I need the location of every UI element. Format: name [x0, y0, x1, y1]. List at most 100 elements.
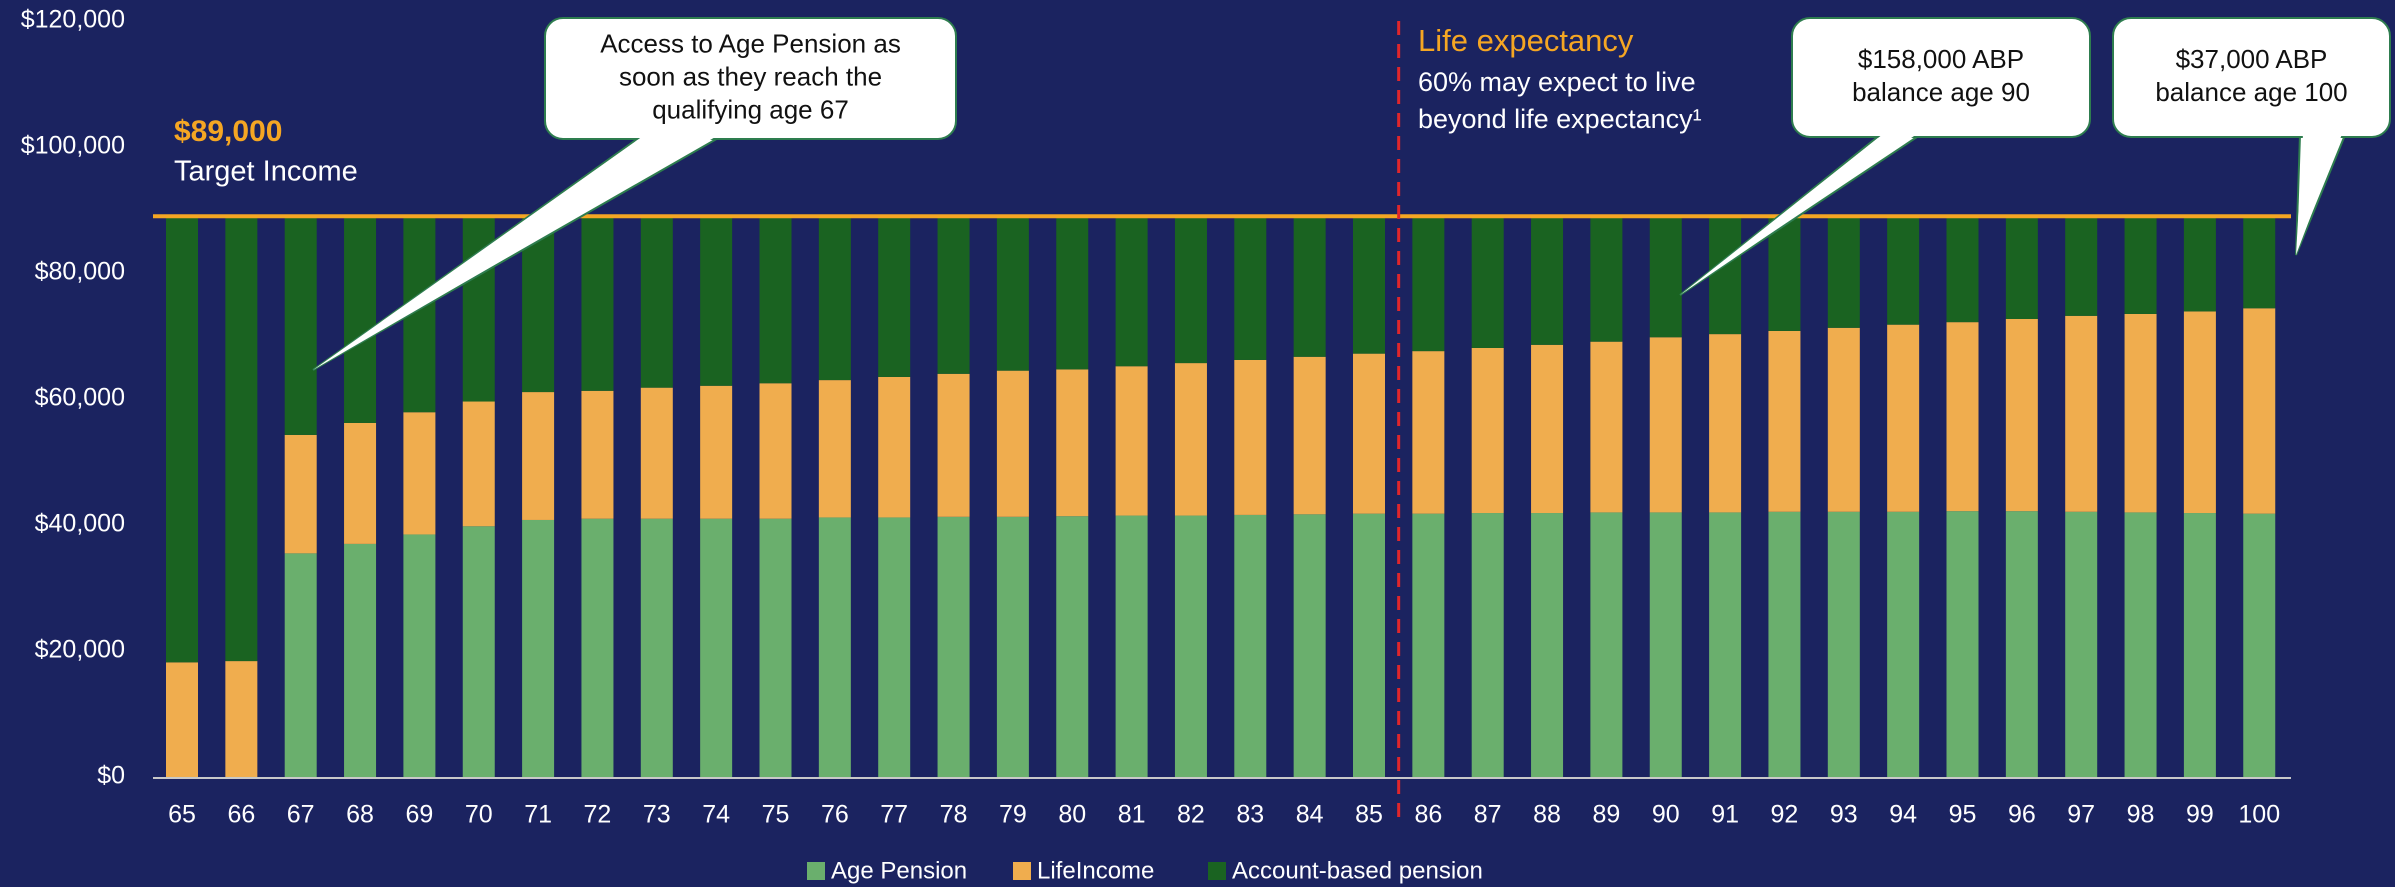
callout-box	[1791, 17, 2091, 138]
x-tick-label: 97	[2067, 801, 2095, 829]
bar-segment	[2183, 216, 2216, 312]
x-tick-label: 78	[940, 801, 968, 829]
bar-segment	[344, 216, 377, 423]
bar-segment	[403, 412, 436, 535]
x-tick-label: 90	[1652, 801, 1680, 829]
bar-segment	[2243, 216, 2276, 309]
bar-segment	[225, 661, 258, 777]
bar-segment	[225, 216, 258, 662]
x-tick-label: 88	[1533, 801, 1561, 829]
bar-segment	[1946, 216, 1979, 323]
bar-segment	[1709, 334, 1742, 513]
bar-segment	[996, 216, 1029, 371]
bar-segment	[1174, 515, 1207, 777]
x-tick-label: 92	[1771, 801, 1799, 829]
y-tick-label: $60,000	[35, 384, 125, 412]
bar-segment	[759, 216, 792, 384]
bar-segment	[284, 553, 317, 777]
callout-text: Access to Age Pension as	[600, 28, 901, 58]
x-tick-label: 77	[880, 801, 908, 829]
bar-segment	[522, 519, 555, 777]
x-tick-label: 94	[1889, 801, 1917, 829]
x-tick-label: 70	[465, 801, 493, 829]
bar-segment	[344, 543, 377, 777]
legend-swatch	[1013, 862, 1031, 880]
target-value: $89,000	[174, 115, 282, 148]
x-tick-label: 66	[227, 801, 255, 829]
bar-segment	[1412, 216, 1445, 352]
bar-segment	[1649, 216, 1682, 338]
x-tick-label: 65	[168, 801, 196, 829]
bar-segment	[1353, 216, 1385, 354]
bar-segment	[344, 422, 377, 544]
callout-pointer-cover	[2296, 134, 2342, 255]
bar-segment	[1649, 512, 1682, 777]
x-tick-label: 95	[1949, 801, 1977, 829]
bar-segment	[1946, 511, 1979, 777]
bar-segment	[2065, 315, 2098, 512]
callout-text: balance age 100	[2155, 77, 2347, 107]
callout-text: $158,000 ABP	[1858, 44, 2024, 74]
bar-segment	[1531, 344, 1564, 514]
x-tick-label: 93	[1830, 801, 1858, 829]
bar-segment	[700, 385, 733, 519]
y-tick-label: $120,000	[21, 6, 125, 34]
life-expectancy-text: beyond life expectancy¹	[1418, 104, 1702, 134]
bar-segment	[1649, 337, 1682, 513]
bar-segment	[1709, 216, 1742, 335]
bar-segment	[878, 376, 911, 518]
bar-segment	[937, 373, 970, 517]
bar-segment	[166, 216, 198, 663]
bar-segment	[640, 216, 673, 388]
bar-segment	[1471, 513, 1504, 777]
x-tick-label: 76	[821, 801, 849, 829]
bar-segment	[1234, 359, 1267, 515]
x-tick-label: 68	[346, 801, 374, 829]
x-tick-label: 100	[2238, 801, 2280, 829]
bar-segment	[1531, 216, 1564, 345]
bar-segment	[2183, 311, 2216, 514]
bar-segment	[2243, 513, 2276, 777]
bar-segment	[1709, 512, 1742, 777]
bar-segment	[1115, 515, 1148, 777]
bar-segment	[462, 526, 495, 777]
x-tick-label: 87	[1474, 801, 1502, 829]
x-tick-label: 80	[1058, 801, 1086, 829]
bar-segment	[581, 390, 614, 519]
bar-segment	[818, 517, 851, 777]
callout-text: balance age 90	[1852, 77, 2030, 107]
bar-segment	[1531, 513, 1564, 777]
bar-segment	[1353, 513, 1385, 777]
bar-segment	[1234, 216, 1267, 360]
bar-segment	[2124, 313, 2157, 513]
bar-segment	[1056, 216, 1089, 370]
bar-segment	[1768, 330, 1801, 512]
bar-segment	[581, 518, 614, 777]
bar-segment	[640, 518, 673, 777]
life-expectancy-title: Life expectancy	[1418, 23, 1634, 58]
callout-box	[2112, 17, 2391, 138]
bar-segment	[1590, 512, 1623, 777]
bar-segment	[2005, 511, 2038, 777]
bar-segment	[1768, 511, 1801, 777]
x-tick-label: 91	[1711, 801, 1739, 829]
bar-segment	[1412, 351, 1445, 514]
bar-segment	[1887, 324, 1920, 512]
y-tick-label: $40,000	[35, 510, 125, 538]
bar-segment	[1768, 216, 1801, 331]
y-tick-label: $100,000	[21, 132, 125, 160]
bar-segment	[2005, 216, 2038, 319]
bar-segment	[996, 370, 1029, 517]
x-tick-label: 89	[1592, 801, 1620, 829]
x-tick-label: 99	[2186, 801, 2214, 829]
x-tick-label: 73	[643, 801, 671, 829]
bar-segment	[1590, 216, 1623, 342]
bar-segment	[166, 662, 198, 777]
callout-pointer-cover	[1680, 134, 1917, 295]
target-text: Target Income	[174, 156, 358, 188]
callout-text: soon as they reach the	[619, 61, 882, 91]
bar-segment	[1293, 514, 1326, 777]
bar-segment	[759, 518, 792, 777]
legend-label: LifeIncome	[1037, 857, 1154, 884]
bar-segment	[1293, 356, 1326, 515]
